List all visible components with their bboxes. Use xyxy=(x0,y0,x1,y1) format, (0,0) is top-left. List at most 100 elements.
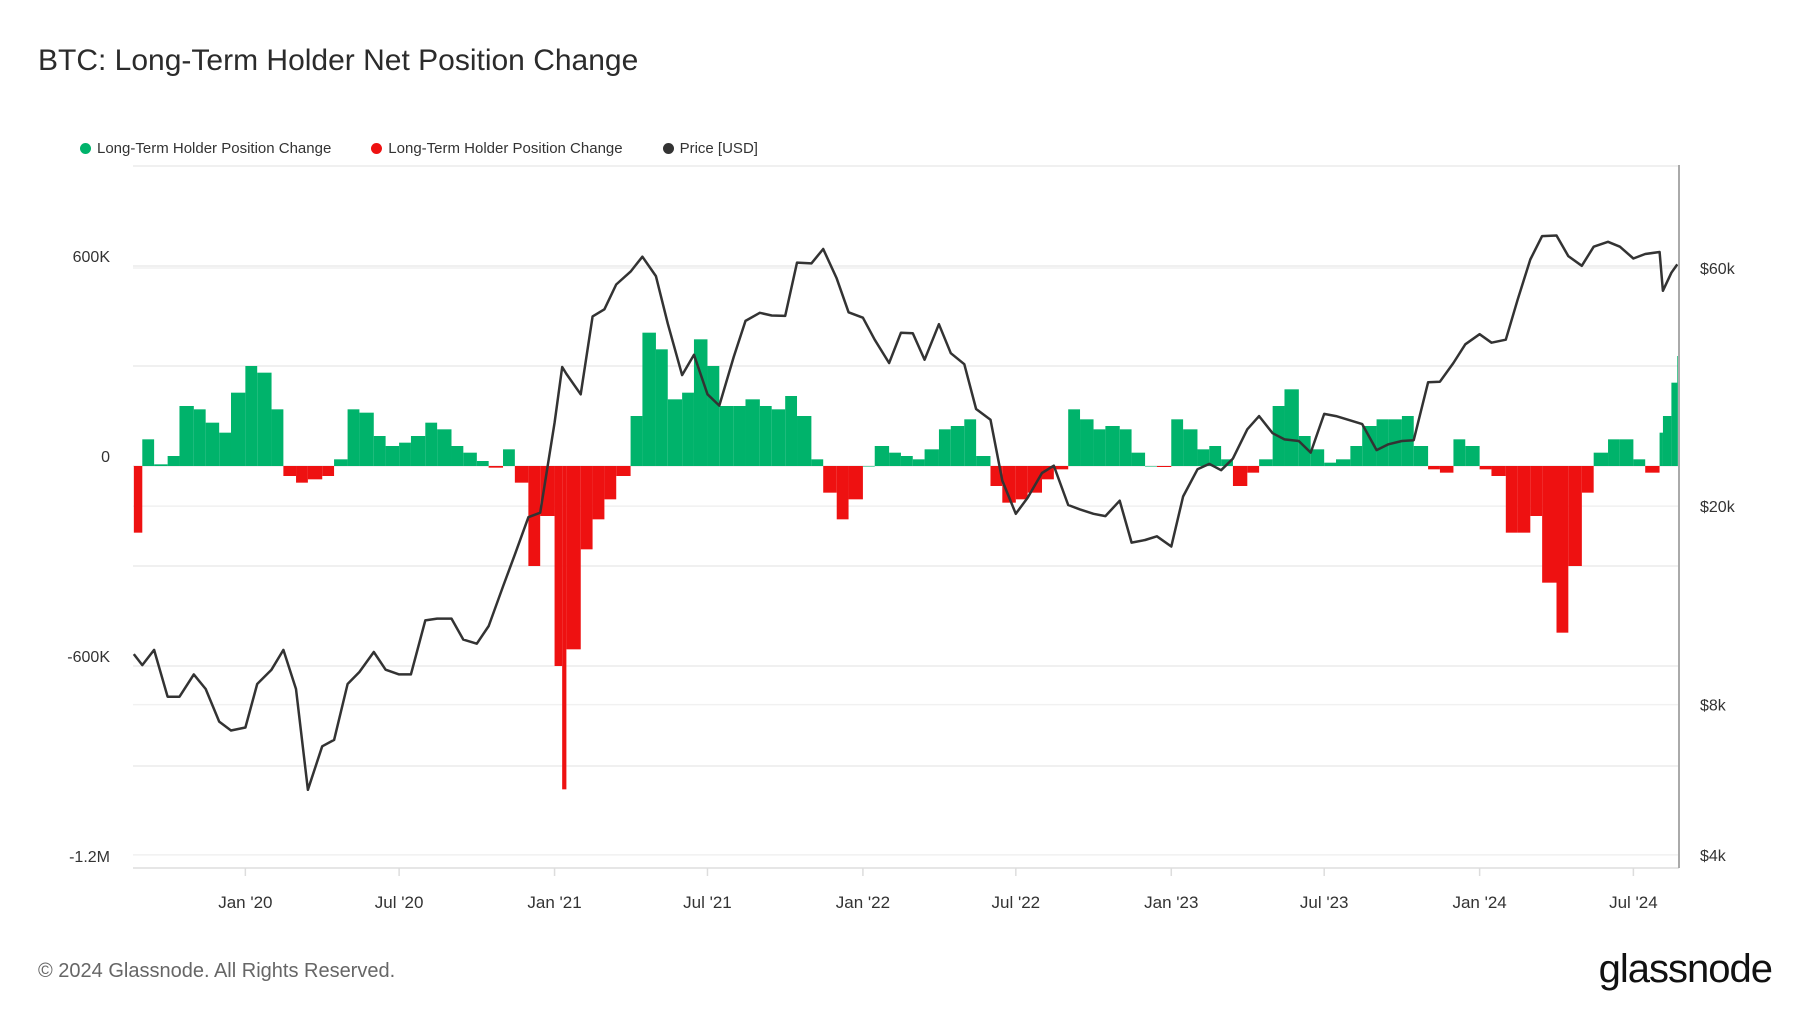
bar-positive xyxy=(1171,419,1184,466)
bar-positive xyxy=(1413,446,1429,466)
bar-positive xyxy=(373,436,386,466)
copyright: © 2024 Glassnode. All Rights Reserved. xyxy=(38,960,396,982)
bar-positive xyxy=(950,426,965,466)
y-left-tick-label: -1.2M xyxy=(69,849,110,866)
y-right-tick-label: $4k xyxy=(1700,848,1727,865)
bar-negative xyxy=(1505,466,1518,533)
bar-positive xyxy=(179,406,194,466)
bar-positive xyxy=(1259,459,1273,466)
legend-dot-green-icon xyxy=(80,143,91,154)
bar-positive xyxy=(964,419,977,466)
y-left-tick-label: -600K xyxy=(67,649,110,666)
bar-positive xyxy=(1350,446,1363,466)
bar-positive xyxy=(759,406,772,466)
bar-negative xyxy=(540,466,555,516)
legend-item-price[interactable]: Price [USD] xyxy=(662,140,758,157)
bar-positive xyxy=(745,399,760,466)
bar-positive xyxy=(1068,409,1081,466)
bar-positive xyxy=(1209,446,1222,466)
bar-negative xyxy=(322,466,335,476)
bar-positive xyxy=(707,366,720,466)
bar-negative xyxy=(1517,466,1531,533)
bar-negative xyxy=(566,466,581,650)
bar-positive xyxy=(1659,432,1663,466)
bar-negative xyxy=(990,466,1003,486)
bar-positive xyxy=(733,406,746,466)
bar-negative xyxy=(1002,466,1016,503)
y-right-tick-label: $20k xyxy=(1700,499,1736,516)
bar-positive xyxy=(1298,436,1311,466)
bar-negative xyxy=(1530,466,1543,516)
bar-positive xyxy=(900,456,913,466)
bar-positive xyxy=(1131,452,1146,466)
bar-positive xyxy=(682,392,694,466)
bar-positive xyxy=(1080,419,1094,466)
legend-item-lth-negative[interactable]: Long-Term Holder Position Change xyxy=(371,140,623,157)
bar-negative xyxy=(604,466,617,500)
x-tick-label: Jan '21 xyxy=(527,893,581,912)
bar-negative xyxy=(836,466,849,520)
bar-positive xyxy=(451,446,464,466)
bar-positive xyxy=(889,452,901,466)
bar-positive xyxy=(771,409,786,466)
bar-positive xyxy=(463,452,477,466)
bar-positive xyxy=(1376,419,1389,466)
bar-positive xyxy=(193,409,206,466)
bar-positive xyxy=(245,366,258,466)
bar-positive xyxy=(1465,446,1480,466)
bar-positive xyxy=(785,396,798,466)
legend-label: Long-Term Holder Position Change xyxy=(97,140,332,157)
bar-positive xyxy=(1362,426,1377,466)
bar-positive xyxy=(334,459,348,466)
x-tick-label: Jul '21 xyxy=(683,893,732,912)
bar-positive xyxy=(642,332,656,466)
bar-positive xyxy=(719,406,734,466)
bar-negative xyxy=(1232,466,1248,486)
bar-negative xyxy=(1247,466,1260,473)
bar-negative xyxy=(488,466,504,468)
bar-negative xyxy=(1156,466,1172,467)
bar-positive xyxy=(1671,382,1678,466)
axes: 600K 0 -600K -1.2M $60k $20k $8k $4k Jan '20 Jul … xyxy=(67,165,1736,912)
x-tick-label: Jan '22 xyxy=(836,893,890,912)
x-tick-label: Jan '20 xyxy=(218,893,272,912)
legend-label: Long-Term Holder Position Change xyxy=(388,140,623,157)
bar-positive xyxy=(347,409,360,466)
x-tick-label: Jul '23 xyxy=(1300,893,1349,912)
bar-negative xyxy=(823,466,837,493)
bar-positive xyxy=(1284,389,1299,466)
bar-positive xyxy=(912,459,925,466)
bar-positive xyxy=(1119,429,1132,466)
y-left-tick-label: 600K xyxy=(73,249,111,266)
bar-negative xyxy=(592,466,605,520)
legend-item-lth-positive[interactable]: Long-Term Holder Position Change xyxy=(80,140,331,157)
bar-positive xyxy=(205,422,220,466)
x-tick-label: Jul '20 xyxy=(375,893,424,912)
bar-negative xyxy=(296,466,308,483)
bar-negative xyxy=(1581,466,1594,493)
bar-negative xyxy=(307,466,323,480)
bar-negative xyxy=(1027,466,1043,493)
bar-positive xyxy=(1608,439,1620,466)
bar-positive xyxy=(503,449,515,466)
bar-negative xyxy=(1645,466,1660,473)
bar-positive xyxy=(476,461,489,466)
bar-positive xyxy=(1336,459,1351,466)
bars xyxy=(133,332,1679,790)
bar-positive xyxy=(976,456,991,466)
bar-negative xyxy=(283,466,297,476)
bar-negative xyxy=(1542,466,1557,583)
bar-negative xyxy=(133,466,143,533)
bar-negative xyxy=(514,466,529,483)
bar-positive xyxy=(667,399,683,466)
x-tick-label: Jan '24 xyxy=(1452,893,1506,912)
legend-dot-red-icon xyxy=(371,143,383,154)
bar-positive xyxy=(630,416,643,466)
bar-positive xyxy=(230,392,246,466)
bar-negative xyxy=(1053,466,1069,470)
bar-positive xyxy=(437,429,452,466)
bar-positive xyxy=(1105,426,1120,466)
bar-positive xyxy=(797,416,812,466)
bar-positive xyxy=(924,449,939,466)
